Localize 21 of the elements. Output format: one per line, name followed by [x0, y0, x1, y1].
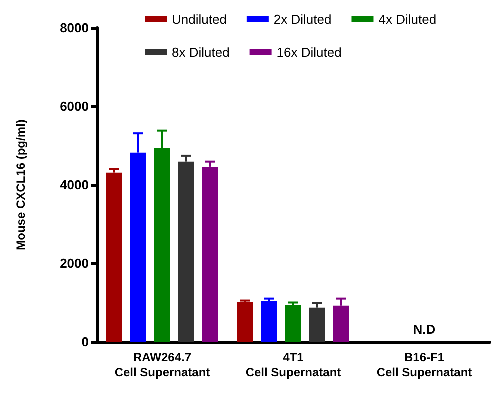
bar — [202, 166, 218, 342]
legend-label: 16x Diluted — [276, 45, 342, 60]
x-tick-label: 4T1 Cell Supernatant — [246, 350, 342, 380]
x-tick-label: RAW264.7 Cell Supernatant — [114, 350, 210, 380]
bar — [106, 172, 122, 342]
bar — [262, 301, 278, 342]
legend-label: 8x Diluted — [172, 45, 230, 60]
bar — [310, 308, 326, 342]
bar — [238, 302, 254, 342]
x-tick-label: B16-F1 Cell Supernatant — [376, 350, 472, 380]
bar — [286, 305, 302, 342]
y-tick-label: 6000 — [60, 99, 89, 114]
y-tick-label: 0 — [82, 334, 89, 350]
y-tick-label: 4000 — [60, 178, 89, 192]
annotation: N.D — [413, 322, 436, 337]
y-axis-title: Mouse CXCL16 (pg/ml) — [14, 120, 28, 250]
y-tick-label: 8000 — [60, 20, 89, 36]
y-tick-label: 2000 — [60, 256, 89, 271]
legend-label: 4x Diluted — [378, 12, 437, 27]
legend-label: 2x Diluted — [274, 12, 332, 27]
legend-label: Undiluted — [172, 12, 227, 27]
